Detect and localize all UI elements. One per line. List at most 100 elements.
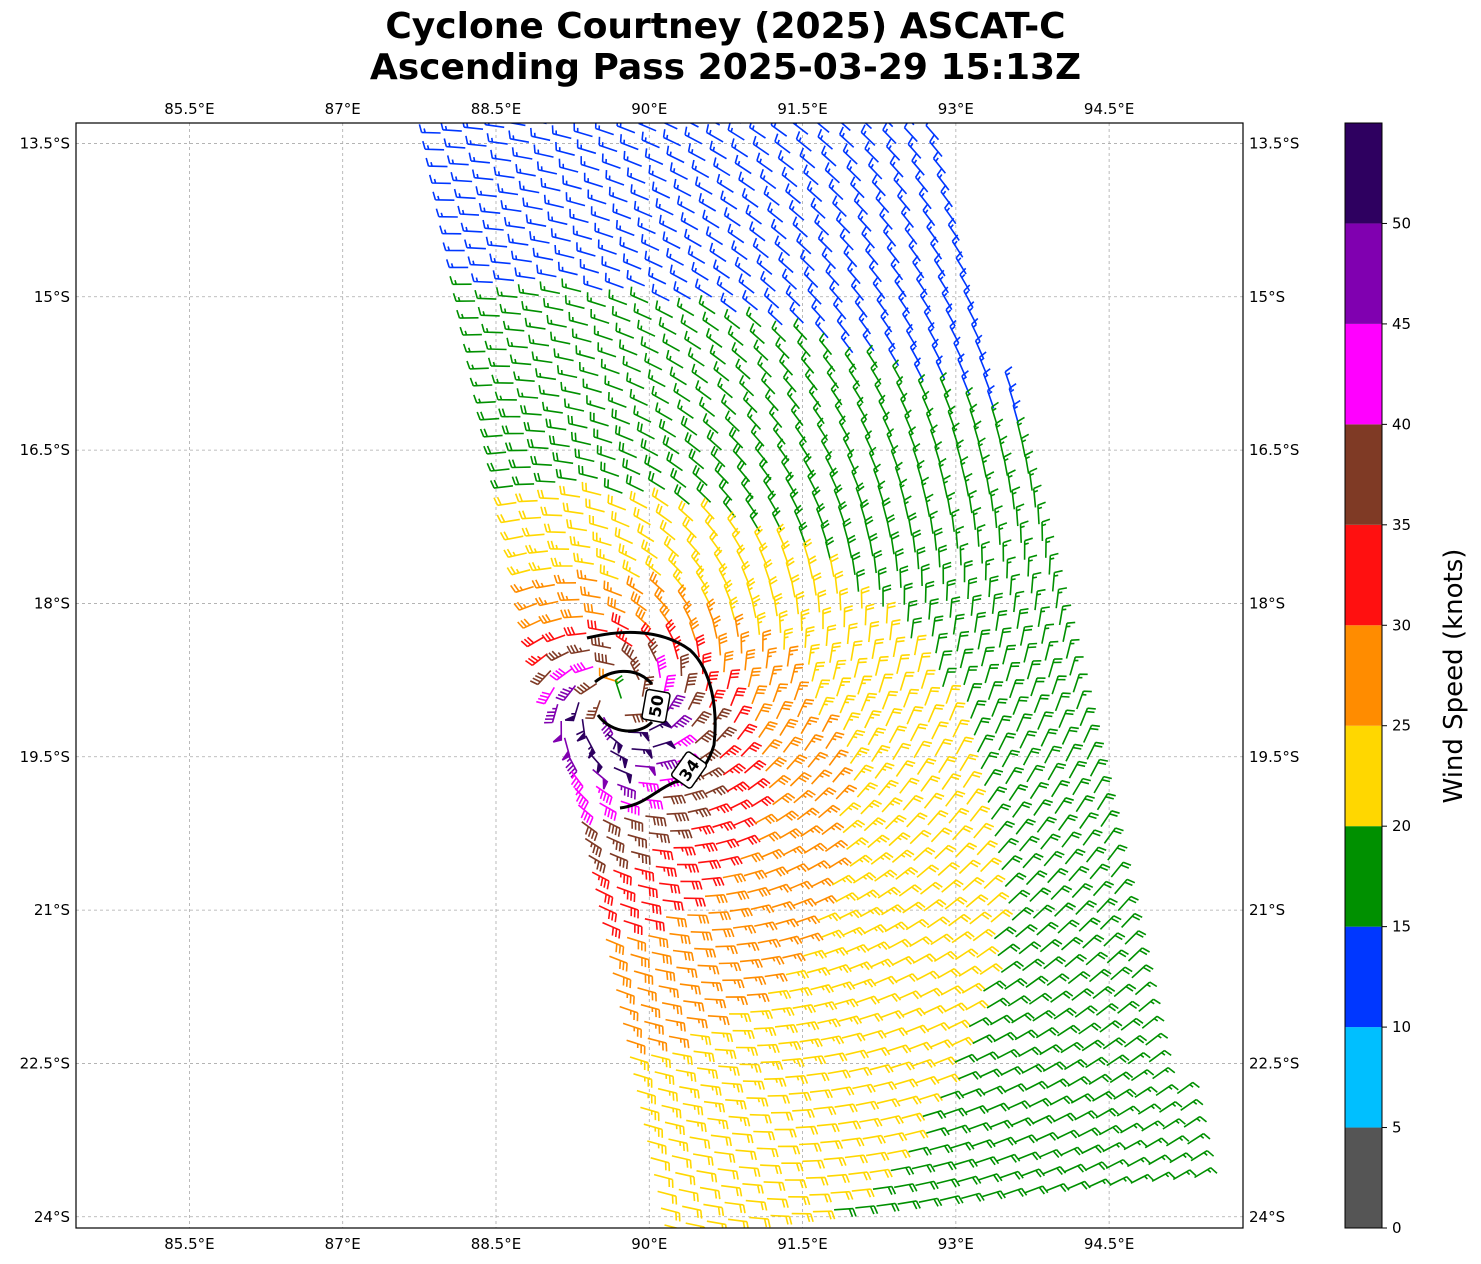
wind-barb [626,575,644,595]
wind-barb [502,320,525,332]
wind-barb [809,1089,833,1099]
wind-barb [969,911,993,925]
wind-barb [1030,677,1046,697]
wind-barb [439,225,462,235]
wind-barb [1046,973,1070,987]
wind-barb [687,807,712,818]
wind-barb [712,259,730,279]
wind-barb [882,584,892,607]
wind-barb [803,266,819,288]
wind-barb [628,731,650,742]
wind-barb [726,781,750,793]
wind-barb [969,403,978,428]
wind-barb [863,817,886,832]
wind-barb [644,1020,664,1035]
wind-barb [757,831,782,842]
wind-barb [764,1077,787,1087]
wind-barb [880,309,893,333]
wind-barb [568,311,589,326]
wind-barb [688,448,705,470]
wind-barb [951,422,960,447]
wind-barb [876,292,889,316]
wind-barb [880,1010,905,1020]
wind-barb [614,527,634,545]
wind-barb [916,459,925,484]
wind-barb [655,402,673,421]
wind-barb [440,123,462,132]
wind-barb [1017,1151,1042,1161]
lat-tick-label-left: 19.5°S [20,748,70,766]
wind-barb [881,497,891,521]
wind-barb [841,1032,866,1042]
wind-barb [897,1200,921,1210]
wind-barb [525,653,548,667]
wind-barb [834,1207,857,1217]
wind-barb [640,234,660,252]
wind-barb [827,1173,850,1184]
wind-barb [894,461,903,486]
wind-barb [637,123,657,132]
wind-barb [916,546,926,570]
wind-barb [717,377,733,399]
wind-barb [1162,1118,1186,1130]
wind-barb [982,368,991,392]
wind-barb [518,180,540,194]
wind-barb [919,85,932,106]
wind-barb [764,388,779,412]
wind-barb [820,519,830,544]
wind-barb [1159,1101,1183,1113]
wind-barb [1040,833,1061,850]
wind-barb [828,749,849,766]
wind-barb [1055,587,1068,609]
wind-barb [850,75,864,95]
wind-barb [1000,960,1024,974]
wind-barb [828,964,852,974]
wind-barb [531,351,553,364]
wind-barb [853,657,868,678]
wind-barb [968,1016,993,1028]
wind-barb [900,205,915,229]
wind-barb [975,1156,1000,1166]
wind-barb [611,612,630,631]
wind-barb [781,166,798,188]
wind-barb [541,631,566,643]
wind-barb [615,220,635,237]
wind-barb [507,233,529,246]
wind-barb [947,1019,972,1030]
wind-barb [972,928,996,942]
wind-barb [637,319,656,337]
lon-tick-label-top: 88.5°E [471,100,521,118]
wind-barb [514,493,538,503]
wind-barb [509,354,532,366]
wind-barb [716,173,734,193]
wind-barb [835,784,858,800]
wind-barb [680,212,699,231]
wind-barb [1141,1120,1165,1132]
wind-barb [1025,1080,1049,1091]
wind-barb [912,442,921,467]
wind-barb [1068,760,1087,779]
wind-barb [633,1073,653,1088]
wind-barb [713,157,731,177]
wind-barb [927,809,949,826]
wind-barb [692,464,708,487]
wind-barb [1047,762,1067,781]
wind-barb [495,287,518,298]
wind-barb [647,1140,667,1155]
wind-barb [739,958,763,969]
wind-barb [672,567,687,591]
wind-barb [886,514,896,538]
wind-barb [658,316,677,336]
wind-barb [937,544,948,568]
wind-barb [926,916,951,929]
wind-barb [978,1173,1003,1183]
wind-barb [942,474,951,499]
wind-barb [1172,1169,1197,1181]
wind-barb [687,245,706,264]
wind-barb [839,802,862,817]
wind-barb [701,767,726,778]
wind-barb [942,561,952,585]
wind-barb [598,905,618,923]
wind-barb [1130,1069,1155,1082]
wind-barb [652,848,674,861]
